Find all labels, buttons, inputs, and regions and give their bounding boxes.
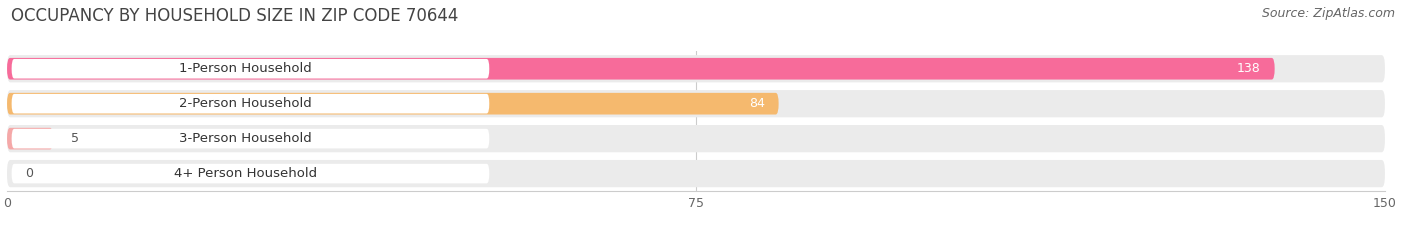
FancyBboxPatch shape bbox=[11, 129, 489, 148]
Text: 3-Person Household: 3-Person Household bbox=[180, 132, 312, 145]
FancyBboxPatch shape bbox=[11, 94, 489, 113]
FancyBboxPatch shape bbox=[11, 59, 489, 79]
Text: 1-Person Household: 1-Person Household bbox=[180, 62, 312, 75]
FancyBboxPatch shape bbox=[7, 125, 1385, 152]
Text: 4+ Person Household: 4+ Person Household bbox=[174, 167, 318, 180]
FancyBboxPatch shape bbox=[7, 58, 1275, 80]
FancyBboxPatch shape bbox=[7, 128, 53, 150]
FancyBboxPatch shape bbox=[7, 160, 1385, 187]
FancyBboxPatch shape bbox=[7, 90, 1385, 117]
FancyBboxPatch shape bbox=[7, 93, 779, 115]
Text: OCCUPANCY BY HOUSEHOLD SIZE IN ZIP CODE 70644: OCCUPANCY BY HOUSEHOLD SIZE IN ZIP CODE … bbox=[11, 7, 458, 25]
FancyBboxPatch shape bbox=[11, 164, 489, 183]
Text: Source: ZipAtlas.com: Source: ZipAtlas.com bbox=[1261, 7, 1395, 20]
FancyBboxPatch shape bbox=[7, 55, 1385, 82]
Text: 5: 5 bbox=[72, 132, 79, 145]
Text: 84: 84 bbox=[749, 97, 765, 110]
Text: 138: 138 bbox=[1237, 62, 1261, 75]
Text: 0: 0 bbox=[25, 167, 34, 180]
Text: 2-Person Household: 2-Person Household bbox=[180, 97, 312, 110]
